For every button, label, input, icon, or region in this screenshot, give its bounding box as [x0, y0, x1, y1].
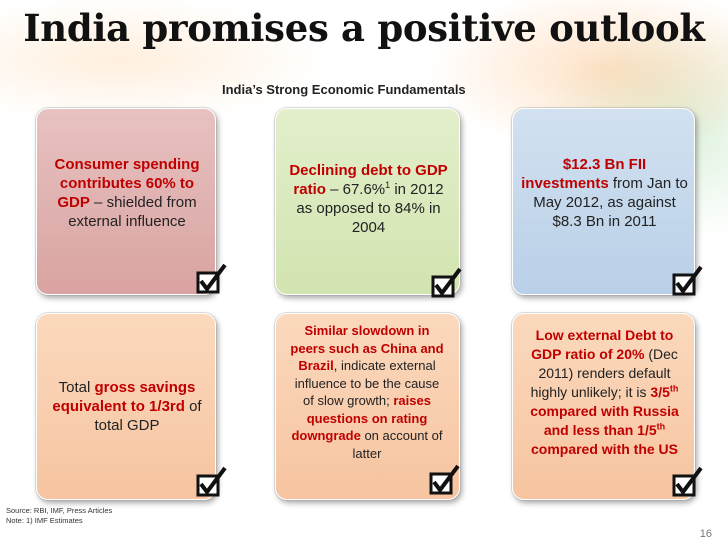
- fii-highlight: $12.3 Bn FII investments: [521, 156, 647, 192]
- consumer-highlight: Consumer spending contributes 60% to GDP: [54, 156, 200, 211]
- debt-highlight: Declining debt to GDP ratio: [289, 162, 448, 198]
- external-highlight-2a: 3/5: [650, 384, 670, 400]
- check-icon: [431, 267, 462, 298]
- external-highlight-2b: compared with Russia and less than 1/5: [530, 403, 679, 438]
- debt-rest-1: – 67.6%: [325, 181, 386, 198]
- check-icon: [196, 263, 227, 294]
- slowdown-highlight-2: raises questions on rating downgrade: [291, 393, 431, 443]
- external-sup-2: th: [656, 421, 666, 432]
- slide-subtitle: India’s Strong Economic Fundamentals: [222, 82, 466, 97]
- card-similar-slowdown: Similar slowdown in peers such as China …: [275, 313, 460, 500]
- check-icon: [672, 466, 703, 497]
- check-icon: [672, 265, 703, 296]
- slide-title: India promises a positive outlook: [23, 6, 705, 50]
- check-icon: [429, 464, 460, 495]
- external-highlight: Low external Debt to GDP ratio of 20%: [531, 327, 674, 362]
- card-low-external-debt: Low external Debt to GDP ratio of 20% (D…: [512, 313, 703, 500]
- debt-rest-2: in 2012 as opposed to 84% in 2004: [296, 181, 444, 236]
- page-number: 16: [699, 528, 712, 540]
- card-savings-text: Total gross savings equivalent to 1/3rd …: [49, 378, 205, 435]
- savings-pre: Total: [58, 379, 95, 396]
- card-declining-debt: Declining debt to GDP ratio – 67.6%1 in …: [275, 108, 462, 298]
- card-debt-text: Declining debt to GDP ratio – 67.6%1 in …: [286, 161, 451, 237]
- savings-rest: of total GDP: [94, 398, 202, 434]
- card-consumer-spending: Consumer spending contributes 60% to GDP…: [36, 108, 227, 295]
- card-slowdown-text: Similar slowdown in peers such as China …: [290, 322, 444, 462]
- debt-footnote-mark: 1: [385, 180, 391, 190]
- slowdown-rest-2: on account of latter: [352, 428, 443, 461]
- source-note: Source: RBI, IMF, Press Articles: [6, 506, 113, 515]
- footnote: Note: 1) IMF Estimates: [6, 516, 83, 525]
- card-external-text: Low external Debt to GDP ratio of 20% (D…: [523, 326, 686, 459]
- external-highlight-2c: compared with the US: [530, 441, 679, 457]
- external-rest-1: (Dec 2011) renders default highly unlike…: [530, 346, 678, 400]
- savings-highlight: gross savings equivalent to 1/3rd: [52, 379, 196, 415]
- card-gross-savings: Total gross savings equivalent to 1/3rd …: [36, 313, 227, 500]
- check-icon: [196, 466, 227, 497]
- slowdown-highlight: Similar slowdown in peers such as China …: [290, 323, 444, 373]
- slowdown-rest-1: , indicate external influence to be the …: [294, 358, 440, 408]
- card-fii-text: $12.3 Bn FII investments from Jan to May…: [521, 155, 688, 231]
- fii-rest: from Jan to May 2012, as against $8.3 Bn…: [533, 175, 688, 230]
- consumer-rest: – shielded from external influence: [68, 194, 197, 230]
- card-consumer-text: Consumer spending contributes 60% to GDP…: [49, 155, 205, 231]
- card-fii-investments: $12.3 Bn FII investments from Jan to May…: [512, 108, 703, 296]
- external-sup-1: th: [669, 383, 679, 394]
